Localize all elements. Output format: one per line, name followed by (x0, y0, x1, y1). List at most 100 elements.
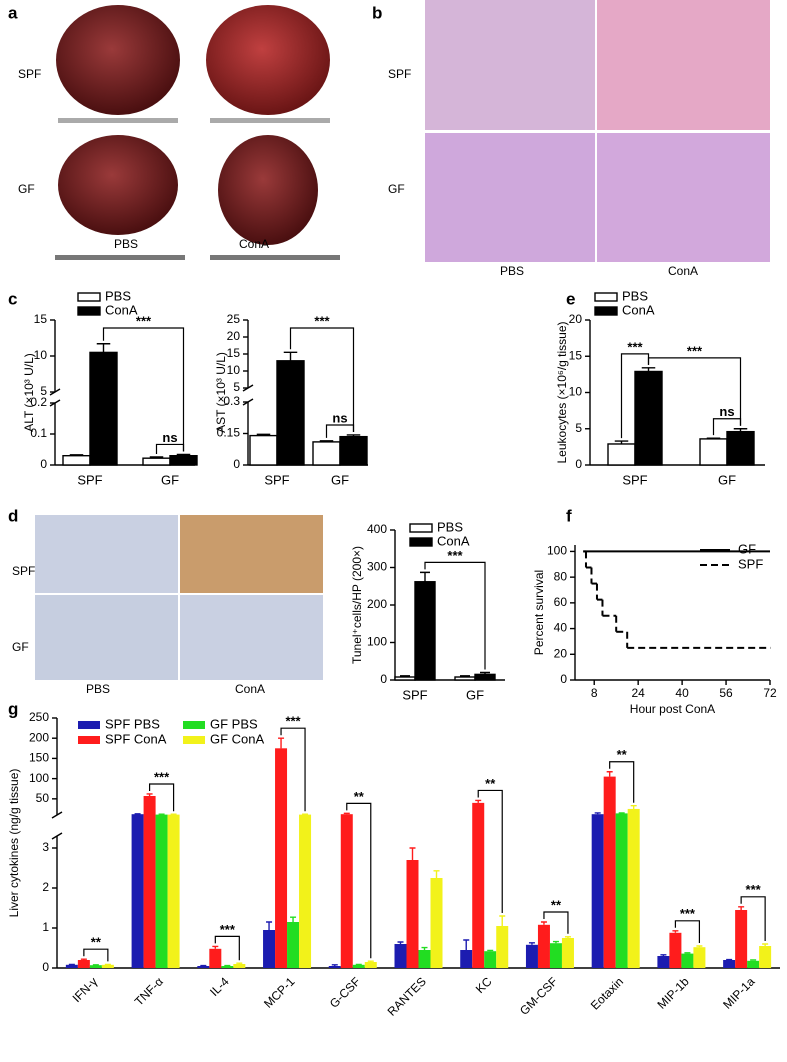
significance-label: *** (627, 339, 643, 354)
column-label: ConA (239, 237, 269, 251)
significance-bracket (325, 424, 355, 438)
legend-swatch (409, 537, 433, 547)
legend-swatch (77, 306, 101, 316)
legend-swatch (77, 292, 101, 302)
bar (249, 434, 278, 466)
bar (209, 948, 222, 968)
bar (603, 776, 616, 968)
x-tick-label: SPF (264, 472, 289, 487)
legend-swatch (409, 523, 433, 533)
legend-swatch (78, 736, 100, 744)
error-bar (212, 945, 219, 949)
error-bar (594, 812, 601, 815)
bar (472, 802, 485, 968)
tunel-photo (35, 595, 178, 680)
error-bar (460, 675, 470, 677)
bar (312, 441, 341, 466)
bar (89, 965, 102, 968)
y-tick-label: 0.2 (30, 395, 47, 409)
y-tick-label: 100 (547, 544, 567, 558)
error-bar (420, 571, 430, 582)
y-tick-label: 400 (367, 522, 387, 536)
x-tick-label: 40 (675, 686, 689, 700)
error-bar (564, 936, 571, 938)
y-tick-label: 150 (29, 751, 49, 765)
bar (131, 814, 144, 968)
significance-bracket (280, 727, 306, 812)
y-tick-label: 0.1 (30, 426, 47, 440)
y-tick-label: 20 (554, 646, 568, 660)
legend-label: ConA (622, 302, 655, 317)
column-label: ConA (668, 264, 698, 278)
significance-label: *** (680, 906, 696, 921)
error-bar (343, 812, 350, 815)
y-tick-label: 50 (36, 791, 50, 805)
x-tick-label: GF (466, 687, 484, 702)
y-tick-label: 15 (569, 348, 583, 362)
x-tick-label: GF (331, 472, 349, 487)
error-bar (149, 456, 164, 459)
error-bar (176, 453, 191, 456)
error-bar (283, 351, 298, 361)
y-tick-label: 250 (29, 710, 49, 724)
photos-d (35, 515, 323, 680)
legend-swatch (78, 721, 100, 729)
bar (364, 962, 377, 968)
row-label: GF (388, 182, 405, 196)
bar (77, 960, 90, 968)
x-tick-label: 24 (631, 686, 645, 700)
error-bar (660, 954, 667, 956)
y-tick-label: 10 (34, 348, 48, 362)
error-bar (421, 946, 428, 950)
x-tick-label: KC (473, 974, 495, 996)
bar (197, 966, 210, 968)
row-label: GF (12, 640, 29, 654)
x-tick-label: 8 (591, 686, 598, 700)
liver-photo (56, 5, 180, 115)
y-tick-label: 20 (227, 329, 241, 343)
liver-photo (218, 135, 318, 245)
legend-swatch (183, 721, 205, 729)
bar (65, 964, 78, 968)
ruler (210, 255, 340, 260)
error-bar (290, 916, 297, 922)
error-bar (487, 949, 494, 952)
y-tick-label: 200 (29, 730, 49, 744)
error-bar (331, 964, 338, 966)
bar (263, 930, 276, 968)
y-tick-label: 0 (575, 457, 582, 471)
y-axis-label: AST (×10³ U/L) (214, 352, 228, 433)
error-bar (80, 958, 87, 960)
error-bar (400, 675, 410, 677)
bar (615, 813, 628, 968)
y-tick-label: 100 (29, 771, 49, 785)
significance-bracket (289, 327, 355, 432)
bar (394, 944, 407, 968)
error-bar (367, 960, 374, 962)
bar (561, 938, 574, 968)
row-label: SPF (18, 67, 41, 81)
bar (169, 455, 198, 466)
legend-swatch (183, 736, 205, 744)
x-tick-label: TNF-α (132, 974, 166, 1008)
bar (430, 878, 443, 968)
y-tick-label: 5 (575, 421, 582, 435)
row-label: SPF (388, 67, 411, 81)
x-tick-label: RANTES (385, 974, 429, 1018)
x-tick-label: GF (718, 472, 736, 487)
y-tick-label: 0 (42, 960, 49, 974)
x-tick-label: GM-CSF (517, 974, 560, 1017)
y-tick-label: 25 (227, 312, 241, 326)
error-bar (630, 805, 637, 809)
error-bar (762, 943, 769, 946)
significance-label: ns (719, 404, 734, 419)
panel-label: g (8, 699, 18, 718)
significance-bracket (712, 418, 742, 436)
significance-bracket (155, 443, 185, 454)
bar (418, 950, 431, 968)
legend-label: SPF PBS (105, 716, 160, 731)
error-bar (146, 793, 153, 797)
bar (62, 455, 91, 466)
significance-bracket (740, 896, 766, 941)
